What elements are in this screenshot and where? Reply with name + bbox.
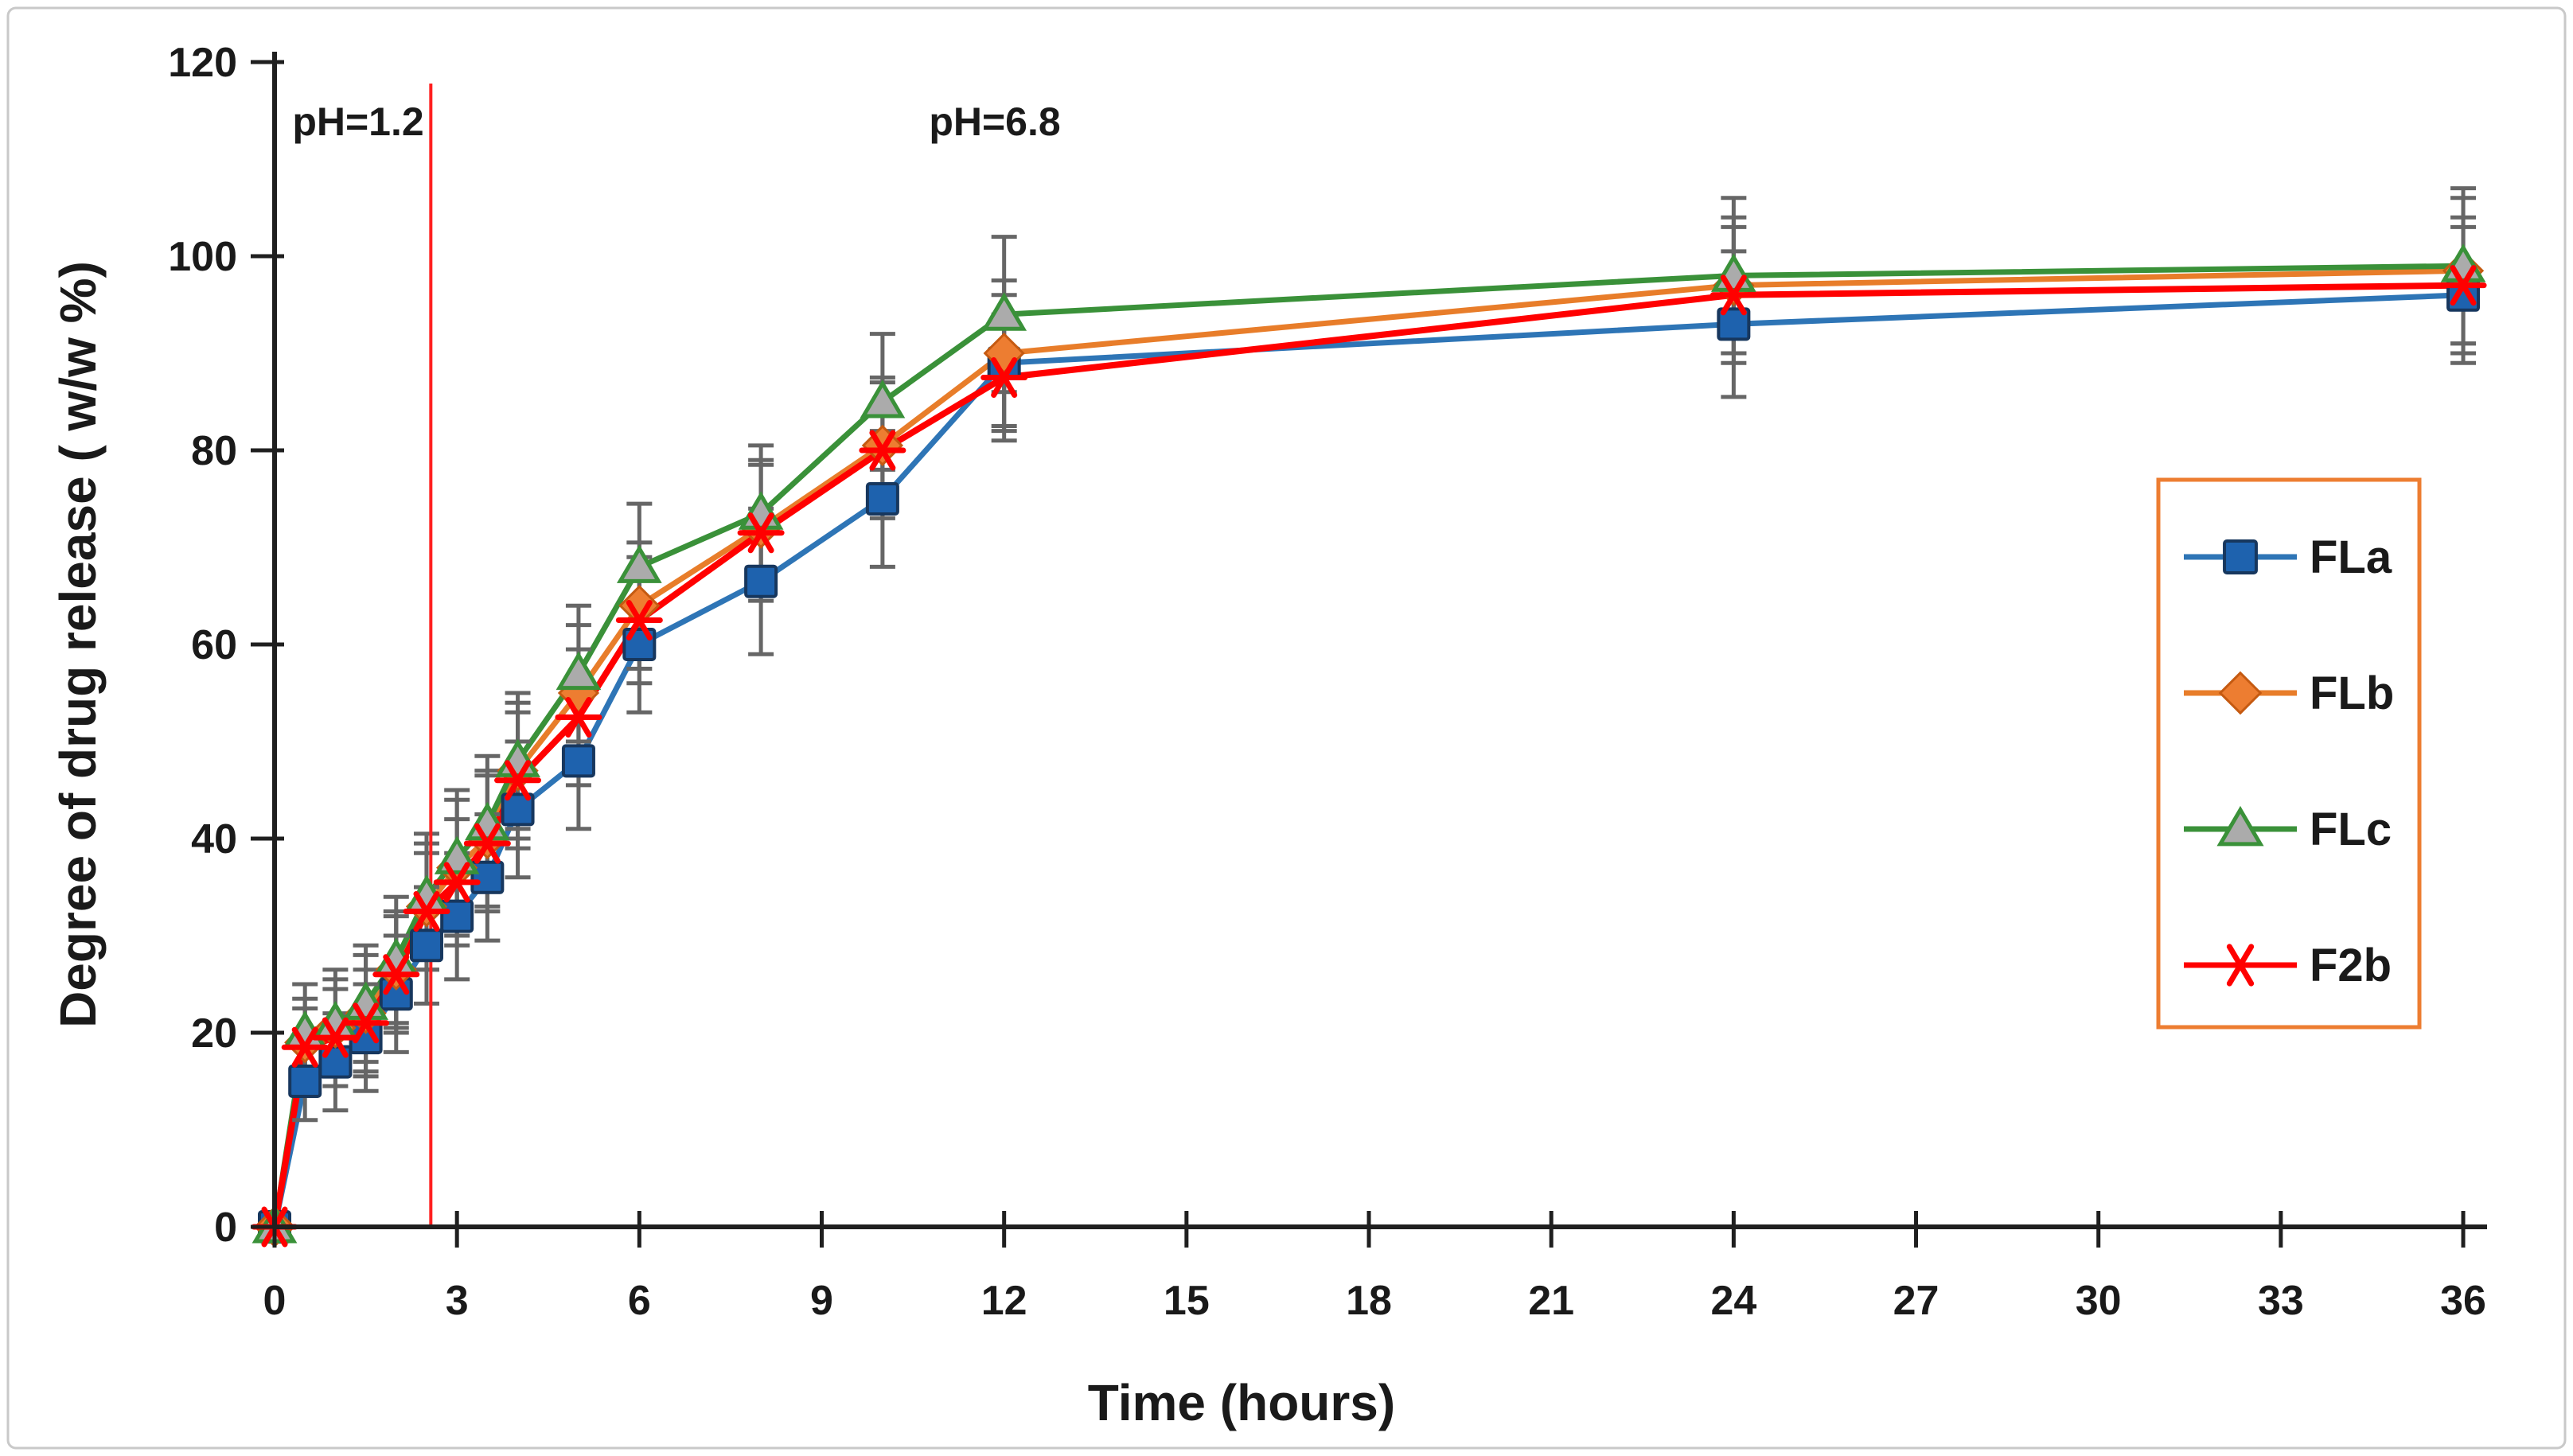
marker-asterisk-F2b (615, 600, 663, 640)
marker-square-FLa (409, 928, 443, 963)
legend-border (2156, 477, 2422, 1030)
y-tick-label: 120 (168, 40, 237, 86)
marker-asterisk-F2b (1709, 274, 1757, 316)
x-tick-label: 30 (2076, 1278, 2122, 1324)
x-tick-label: 0 (263, 1278, 287, 1324)
marker-triangle-FLc (556, 651, 602, 691)
y-tick-label: 60 (191, 622, 237, 668)
marker-triangle-FLc (981, 292, 1027, 331)
marker-asterisk-F2b (737, 512, 785, 554)
x-tick-label: 3 (446, 1278, 469, 1324)
legend-entry-FLb: FLb (2184, 668, 2394, 719)
legend-entries: FLa FLb FLc F2b (2184, 531, 2394, 991)
legend-label-F2b: F2b (2310, 940, 2392, 991)
ph-6-8-annotation: pH=6.8 (929, 99, 1060, 144)
x-tick-label: 24 (1710, 1278, 1756, 1324)
x-axis-title: Time (hours) (1088, 1374, 1395, 1431)
x-tick-label: 36 (2440, 1278, 2486, 1324)
marker-asterisk-F2b (372, 954, 420, 995)
x-tick-label: 15 (1164, 1278, 1210, 1324)
marker-asterisk-F2b (311, 1017, 359, 1058)
marker-square-FLa (744, 564, 778, 598)
x-tick-label: 27 (1893, 1278, 1939, 1324)
marker-triangle-FLc (616, 544, 662, 583)
marker-asterisk-F2b (403, 891, 450, 932)
marker-asterisk-F2b (494, 760, 542, 801)
legend-label-FLa: FLa (2310, 531, 2392, 583)
marker-diamond-FLb (2218, 671, 2263, 715)
axis-ticks (251, 60, 2466, 1248)
x-tick-label: 9 (810, 1278, 833, 1324)
marker-asterisk-F2b (980, 357, 1028, 398)
legend-label-FLb: FLb (2310, 668, 2394, 719)
y-tick-label: 0 (214, 1205, 237, 1251)
marker-asterisk-F2b (342, 1002, 390, 1044)
y-tick-label: 80 (191, 428, 237, 474)
marker-square-FLa (1717, 307, 1751, 341)
marker-asterisk-F2b (433, 862, 481, 903)
legend-label-FLc: FLc (2310, 804, 2392, 855)
y-tick-label: 100 (168, 234, 237, 280)
marker-triangle-FLc (2216, 805, 2264, 847)
marker-square-FLa (561, 744, 595, 778)
legend: FLa FLb FLc F2b (2156, 477, 2422, 1030)
figure-border (6, 6, 2567, 1450)
marker-square-FLa (470, 860, 505, 894)
legend-entry-F2b: F2b (2184, 940, 2392, 991)
legend-entry-FLc: FLc (2184, 804, 2392, 855)
marker-square-FLa (501, 792, 535, 827)
marker-asterisk-F2b (463, 823, 511, 864)
y-tick-label: 20 (191, 1010, 237, 1057)
marker-square-FLa (288, 1065, 322, 1098)
y-axis-title: Degree of drug release ( w/w %) (49, 261, 107, 1028)
x-tick-label: 18 (1346, 1278, 1392, 1324)
marker-square-FLa (865, 482, 899, 516)
y-tick-label: 40 (191, 816, 237, 862)
marker-square-FLa (440, 899, 474, 933)
x-tick-label: 12 (981, 1278, 1027, 1324)
marker-asterisk-F2b (859, 430, 906, 471)
x-tick-label: 33 (2258, 1278, 2304, 1324)
marker-asterisk-F2b (2439, 265, 2487, 306)
marker-triangle-FLc (860, 380, 906, 419)
ph-1-2-annotation: pH=1.2 (292, 99, 423, 144)
series-markers (251, 243, 2487, 1248)
marker-asterisk-F2b (281, 1026, 329, 1068)
legend-entry-FLa: FLa (2184, 531, 2392, 583)
marker-asterisk-F2b (555, 697, 602, 738)
x-tick-label: 6 (628, 1278, 651, 1324)
marker-asterisk-F2b (2216, 944, 2265, 987)
marker-square-FLa (2223, 539, 2258, 574)
x-tick-label: 21 (1528, 1278, 1574, 1324)
